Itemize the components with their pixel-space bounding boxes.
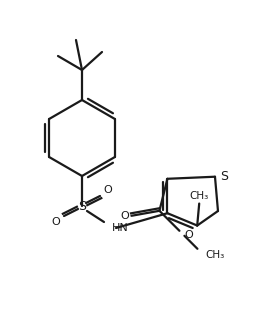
Text: O: O [120,211,129,221]
Text: CH₃: CH₃ [190,191,209,201]
Text: O: O [52,217,60,227]
Text: S: S [78,199,86,212]
Text: S: S [220,170,228,183]
Text: O: O [104,185,112,195]
Text: CH₃: CH₃ [205,250,225,260]
Text: HN: HN [112,223,129,233]
Text: O: O [184,230,193,240]
